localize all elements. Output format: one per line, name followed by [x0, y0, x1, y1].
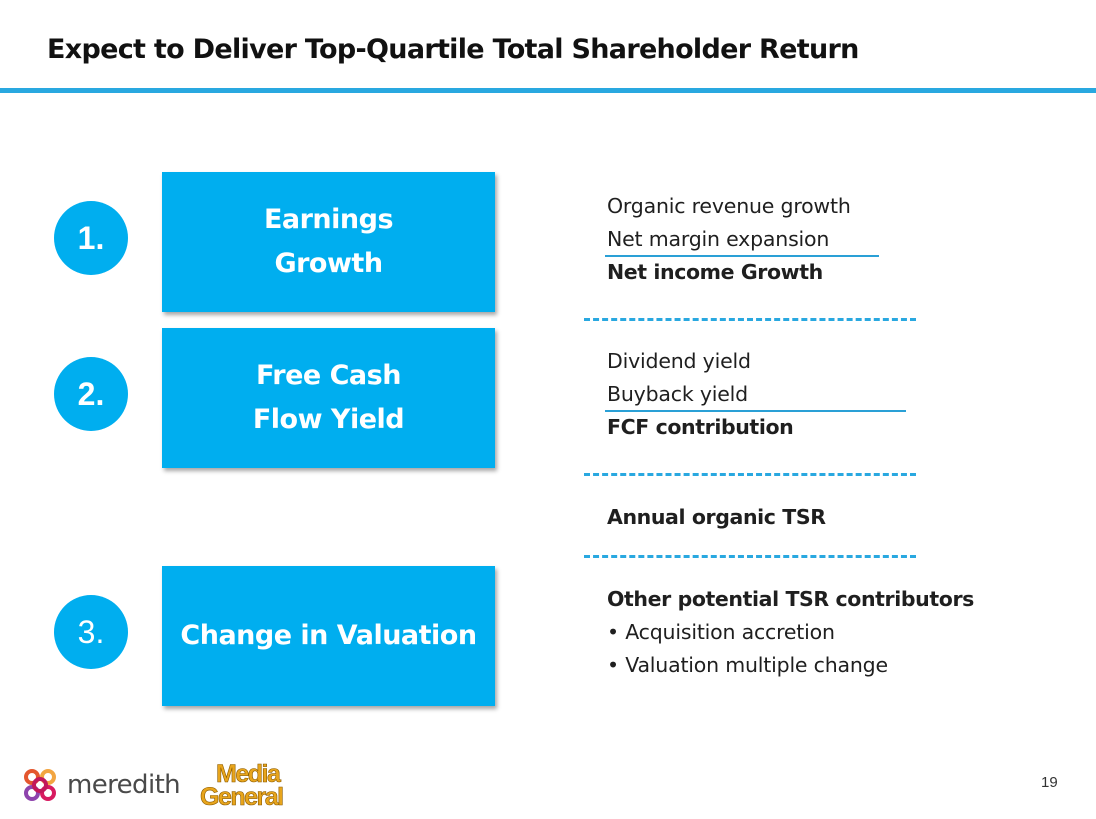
dashed-separator-1: [584, 318, 916, 321]
fcf-box-line1: Free Cash: [256, 360, 401, 391]
earnings-growth-line2: Growth: [274, 248, 383, 279]
free-cash-flow-yield-box: Free Cash Flow Yield: [162, 328, 495, 468]
sum-underline-1: [605, 255, 879, 257]
earnings-growth-line1: Earnings: [263, 204, 394, 235]
meredith-wordmark: meredith: [67, 770, 181, 800]
earnings-growth-box: Earnings Growth: [162, 172, 495, 312]
detail-organic-revenue-growth: Organic revenue growth: [607, 194, 851, 218]
change-in-valuation-box: Change in Valuation: [162, 566, 495, 706]
media-general-line1: Media: [216, 760, 282, 788]
number-badge-1: 1.: [54, 201, 128, 275]
media-general-line2: General: [200, 783, 283, 810]
detail-annual-organic-tsr: Annual organic TSR: [607, 505, 826, 529]
meredith-logo: meredith: [20, 765, 181, 805]
slide-title: Expect to Deliver Top-Quartile Total Sha…: [47, 34, 859, 65]
number-badge-3: 3.: [54, 595, 128, 669]
detail-other-contributors-heading: Other potential TSR contributors: [607, 587, 974, 611]
detail-net-income-growth: Net income Growth: [607, 260, 823, 284]
detail-dividend-yield: Dividend yield: [607, 349, 751, 373]
sum-underline-2: [605, 410, 906, 412]
media-general-logo: Media General: [200, 760, 300, 814]
fcf-box-line2: Flow Yield: [252, 404, 405, 435]
detail-buyback-yield: Buyback yield: [607, 382, 748, 406]
title-divider: [0, 88, 1096, 93]
page-number: 19: [1041, 774, 1058, 791]
dashed-separator-3: [584, 555, 916, 558]
meredith-mark-icon: [24, 769, 56, 801]
detail-fcf-contribution: FCF contribution: [607, 415, 794, 439]
number-badge-2: 2.: [54, 357, 128, 431]
detail-net-margin-expansion: Net margin expansion: [607, 227, 830, 251]
valuation-box-label: Change in Valuation: [180, 620, 477, 651]
dashed-separator-2: [584, 473, 916, 476]
bullet-acquisition-accretion: • Acquisition accretion: [607, 620, 835, 644]
bullet-valuation-multiple-change: • Valuation multiple change: [607, 653, 888, 677]
